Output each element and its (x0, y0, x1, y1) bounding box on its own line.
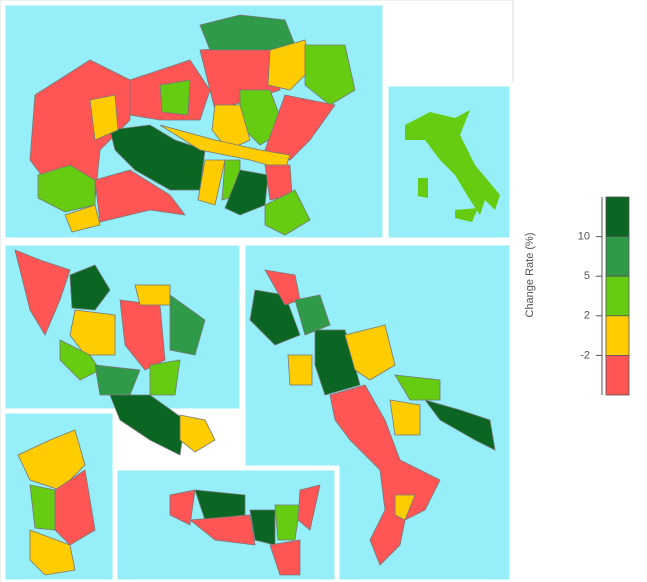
regions-sardinia (17, 429, 96, 576)
region (54, 469, 96, 546)
legend-band (605, 196, 630, 237)
region (294, 294, 331, 336)
region (179, 414, 216, 453)
legend-tick-label: 5 (584, 270, 590, 282)
region (17, 429, 86, 491)
regions-sicily (169, 484, 321, 576)
legend-band (605, 275, 630, 317)
region (59, 339, 101, 381)
region (264, 94, 336, 161)
region (194, 489, 246, 521)
legend-tick-label: -2 (580, 349, 590, 361)
region (188, 514, 256, 546)
region (159, 79, 191, 116)
region (69, 309, 116, 356)
region (149, 359, 181, 396)
region (169, 294, 206, 356)
region (267, 39, 311, 91)
region (29, 59, 131, 201)
region (69, 264, 111, 311)
legend-band (605, 354, 630, 396)
region (64, 204, 101, 233)
mainland (405, 110, 500, 215)
region (134, 284, 171, 306)
region (394, 494, 416, 521)
regions-center (14, 249, 216, 456)
region (14, 249, 71, 336)
region (423, 399, 496, 451)
legend-tick-label: 10 (578, 231, 590, 243)
region (297, 484, 321, 531)
region (169, 489, 196, 526)
sardinia (418, 178, 428, 198)
region (389, 399, 421, 436)
region (344, 324, 396, 381)
region (94, 169, 186, 223)
legend-band (605, 315, 630, 356)
region (304, 44, 356, 106)
regions-south (249, 269, 496, 566)
region (264, 189, 311, 236)
legend-tick-label: 2 (584, 310, 590, 322)
region (394, 374, 441, 401)
region (109, 394, 186, 456)
italy-overview (405, 110, 500, 222)
region (224, 169, 269, 216)
regions-north (29, 14, 356, 236)
region (89, 94, 119, 141)
legend-band (605, 236, 630, 277)
region (269, 539, 301, 576)
region (274, 504, 301, 541)
region (197, 159, 226, 206)
sicily (455, 208, 478, 222)
region (329, 384, 441, 566)
region (159, 124, 291, 171)
region (287, 354, 313, 386)
legend: 10 5 2 -2 (578, 196, 630, 396)
legend-title: Change Rate (%) (524, 233, 536, 318)
region (29, 529, 76, 576)
